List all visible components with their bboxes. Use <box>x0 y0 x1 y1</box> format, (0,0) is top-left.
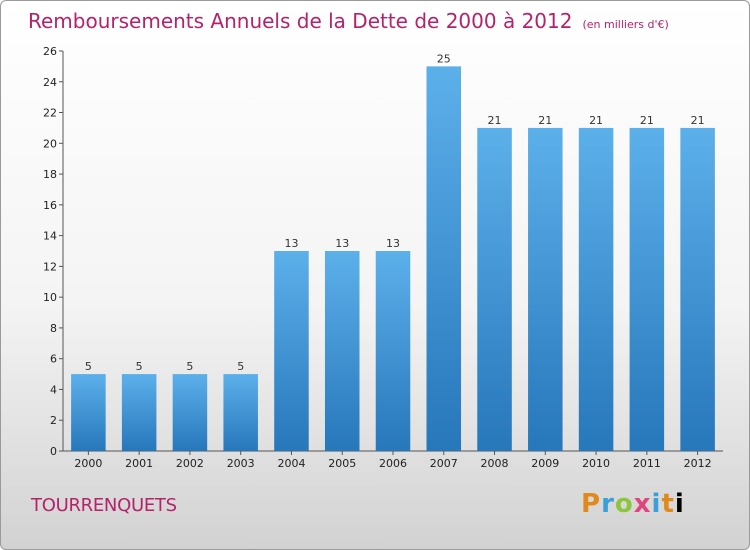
y-tick-label: 14 <box>43 230 57 243</box>
x-tick-label: 2010 <box>582 457 610 470</box>
x-axis: 2000 2001 2002 2003 2004 2005 2006 2007 2008 2009… <box>63 450 723 470</box>
bar <box>223 374 258 451</box>
x-tick-label: 2002 <box>176 457 204 470</box>
bar <box>375 251 411 451</box>
bar <box>324 251 360 451</box>
x-tick-label: 2003 <box>227 457 255 470</box>
y-tick-label: 16 <box>43 199 57 212</box>
data-label: 13 <box>335 237 349 250</box>
data-label: 5 <box>186 360 193 373</box>
bars: 5 5 5 5 13 13 13 25 21 21 21 21 21 <box>71 52 715 451</box>
chart-title-text: Remboursements Annuels de la Dette de 20… <box>28 9 573 33</box>
logo-letter: i <box>674 489 685 519</box>
y-tick-label: 20 <box>43 137 57 150</box>
x-tick-label: 2009 <box>531 457 559 470</box>
x-tick-label: 2012 <box>684 457 712 470</box>
x-tick-label: 2011 <box>633 457 661 470</box>
bar <box>680 127 715 451</box>
logo-letter: P <box>581 489 602 519</box>
bar <box>121 374 157 451</box>
data-label: 5 <box>237 360 244 373</box>
data-label: 13 <box>386 237 400 250</box>
commune-name: TOURRENQUETS <box>31 495 177 516</box>
logo-letter: t <box>661 489 675 519</box>
y-tick-label: 12 <box>43 260 57 273</box>
logo-letter: r <box>601 489 615 519</box>
y-tick-label: 22 <box>43 107 57 120</box>
y-tick-label: 26 <box>43 45 57 58</box>
y-tick-label: 24 <box>43 76 57 89</box>
bar <box>477 127 512 451</box>
data-label: 5 <box>85 360 92 373</box>
x-tick-label: 2007 <box>430 457 458 470</box>
data-label: 21 <box>691 114 705 127</box>
y-tick-label: 10 <box>43 291 57 304</box>
bar <box>528 127 563 451</box>
x-tick-label: 2008 <box>481 457 509 470</box>
data-label: 21 <box>640 114 654 127</box>
x-tick-label: 2000 <box>74 457 102 470</box>
chart-title: Remboursements Annuels de la Dette de 20… <box>28 9 669 33</box>
logo-letter: o <box>614 489 634 519</box>
x-tick-label: 2001 <box>125 457 153 470</box>
y-tick-label: 4 <box>50 383 57 396</box>
y-tick-label: 18 <box>43 168 57 181</box>
y-tick-label: 2 <box>50 414 57 427</box>
y-tick-label: 8 <box>50 322 57 335</box>
bar <box>578 127 614 451</box>
y-tick-label: 0 <box>50 445 57 458</box>
logo-letter: i <box>651 489 662 519</box>
data-label: 25 <box>437 52 451 65</box>
chart-unit: (en milliers d'€) <box>582 18 669 31</box>
data-label: 21 <box>488 114 502 127</box>
y-tick-label: 6 <box>50 353 57 366</box>
x-tick-label: 2004 <box>277 457 305 470</box>
proxiti-logo: Proxiti <box>581 489 685 519</box>
x-tick-label: 2005 <box>328 457 356 470</box>
data-label: 13 <box>284 237 298 250</box>
bar <box>426 66 462 451</box>
logo-letter: x <box>633 489 652 519</box>
data-label: 21 <box>538 114 552 127</box>
bar <box>71 374 106 451</box>
data-label: 21 <box>589 114 603 127</box>
x-tick-label: 2006 <box>379 457 407 470</box>
bar <box>274 251 309 451</box>
bar <box>172 374 208 451</box>
bar <box>629 127 665 451</box>
data-label: 5 <box>136 360 143 373</box>
